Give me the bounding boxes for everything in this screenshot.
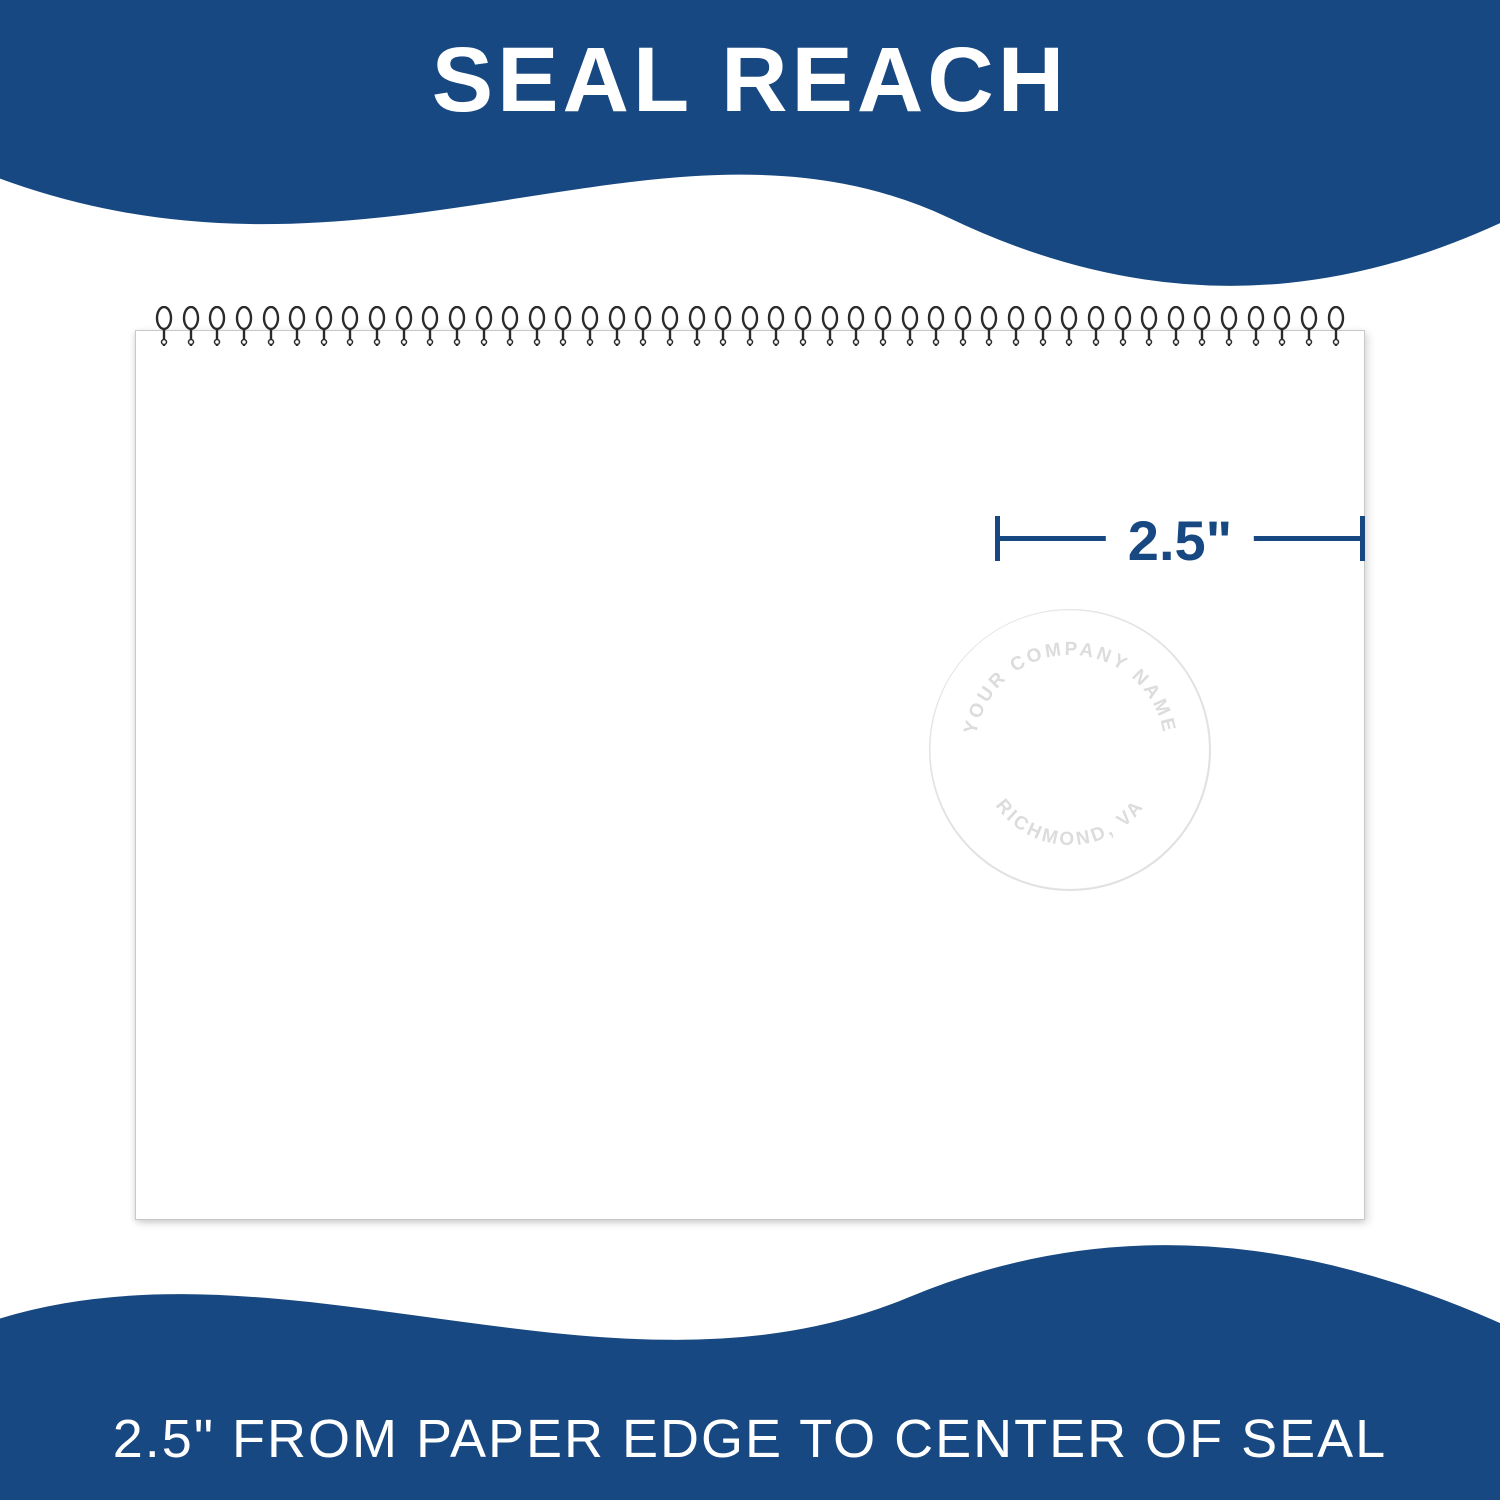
spiral-ring-icon — [1167, 306, 1185, 346]
spiral-ring-icon — [262, 306, 280, 346]
spiral-ring-icon — [528, 306, 546, 346]
spiral-ring-icon — [1193, 306, 1211, 346]
spiral-ring-icon — [1114, 306, 1132, 346]
measurement-value: 2.5" — [1106, 508, 1254, 573]
spiral-ring-icon — [821, 306, 839, 346]
spiral-ring-icon — [208, 306, 226, 346]
spiral-ring-icon — [182, 306, 200, 346]
spiral-ring-icon — [554, 306, 572, 346]
spiral-ring-icon — [501, 306, 519, 346]
spiral-ring-icon — [901, 306, 919, 346]
spiral-ring-icon — [1034, 306, 1052, 346]
spiral-ring-icon — [741, 306, 759, 346]
spiral-ring-icon — [980, 306, 998, 346]
spiral-ring-icon — [341, 306, 359, 346]
spiral-ring-icon — [155, 306, 173, 346]
header-banner: SEAL REACH — [0, 0, 1500, 260]
spiral-ring-icon — [395, 306, 413, 346]
spiral-ring-icon — [714, 306, 732, 346]
spiral-ring-icon — [475, 306, 493, 346]
notepad: 2.5" — [135, 300, 1365, 1220]
spiral-ring-icon — [1247, 306, 1265, 346]
page-title: SEAL REACH — [432, 0, 1068, 145]
spiral-ring-icon — [661, 306, 679, 346]
spiral-binding — [155, 306, 1345, 356]
footer-banner: 2.5" FROM PAPER EDGE TO CENTER OF SEAL — [0, 1290, 1500, 1500]
measurement-indicator: 2.5" — [995, 510, 1365, 570]
spiral-ring-icon — [315, 306, 333, 346]
spiral-ring-icon — [954, 306, 972, 346]
spiral-ring-icon — [1300, 306, 1318, 346]
spiral-ring-icon — [448, 306, 466, 346]
spiral-ring-icon — [1327, 306, 1345, 346]
spiral-ring-icon — [927, 306, 945, 346]
spiral-ring-icon — [634, 306, 652, 346]
spiral-ring-icon — [1007, 306, 1025, 346]
footer-caption: 2.5" FROM PAPER EDGE TO CENTER OF SEAL — [0, 1408, 1500, 1470]
measurement-cap-left — [995, 516, 1000, 561]
spiral-ring-icon — [235, 306, 253, 346]
spiral-ring-icon — [1087, 306, 1105, 346]
spiral-ring-icon — [1060, 306, 1078, 346]
spiral-ring-icon — [608, 306, 626, 346]
spiral-ring-icon — [847, 306, 865, 346]
spiral-ring-icon — [581, 306, 599, 346]
spiral-ring-icon — [1140, 306, 1158, 346]
spiral-ring-icon — [421, 306, 439, 346]
spiral-ring-icon — [688, 306, 706, 346]
spiral-ring-icon — [767, 306, 785, 346]
embossed-seal: YOUR COMPANY NAME RICHMOND, VA — [920, 600, 1220, 900]
spiral-ring-icon — [874, 306, 892, 346]
spiral-ring-icon — [1273, 306, 1291, 346]
measurement-cap-right — [1360, 516, 1365, 561]
spiral-ring-icon — [288, 306, 306, 346]
spiral-ring-icon — [368, 306, 386, 346]
spiral-ring-icon — [1220, 306, 1238, 346]
spiral-ring-icon — [794, 306, 812, 346]
